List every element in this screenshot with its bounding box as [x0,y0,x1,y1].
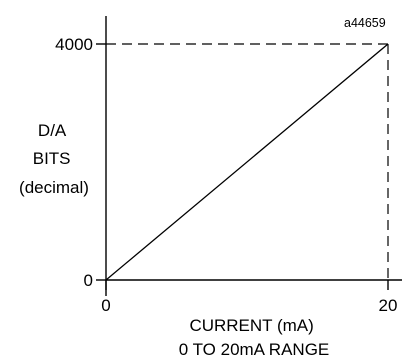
x-axis-label: CURRENT (mA) 0 TO 20mA RANGE [179,316,330,358]
chart-marks: 0 4000 0 20 [55,35,397,315]
y-axis-label-line: (decimal) [19,178,89,197]
x-axis-label-line: CURRENT (mA) [189,316,313,335]
y-tick-label: 4000 [55,35,93,54]
figure-id: a44659 [344,16,386,30]
series-line [105,43,389,281]
x-tick-label: 20 [379,296,398,315]
y-axis-label-line: BITS [33,149,71,168]
y-tick-label: 0 [84,271,93,290]
y-axis-label-line: D/A [38,121,67,140]
x-tick-label: 0 [101,296,110,315]
y-axis-label: D/A BITS (decimal) [19,121,89,197]
x-axis-label-line: 0 TO 20mA RANGE [179,340,330,358]
